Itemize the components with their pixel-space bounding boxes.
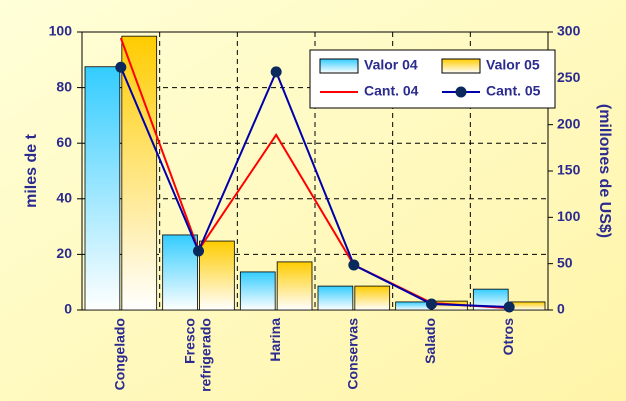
legend-label: Valor 05 [486,57,540,73]
legend-swatch [441,58,481,74]
y-tick-label: 100 [49,23,73,39]
y2-tick-label: 200 [557,115,581,131]
line-marker [348,259,360,271]
line-marker [270,66,282,78]
y2-tick-label: 100 [557,208,581,224]
x-tick-label: Conservas [345,318,361,390]
y-tick-label: 0 [64,301,72,317]
y-tick-label: 80 [56,78,72,94]
bar [395,301,431,311]
x-tick-label: Harina [267,318,283,362]
bar [199,240,235,311]
bar [162,234,198,311]
y2-tick-label: 150 [557,162,581,178]
y2-tick-label: 250 [557,69,581,85]
bar [121,35,158,311]
x-tick-label: Fresco refrigerado [181,318,213,396]
legend-swatch [319,58,359,74]
bar [84,66,121,311]
line-marker [503,301,515,313]
line-marker [426,298,437,310]
bar [317,285,354,311]
y2-tick-label: 50 [557,254,573,270]
bar [239,271,276,311]
y-tick-label: 40 [56,190,72,206]
y-tick-label: 60 [56,134,72,150]
x-tick-label: Otros [500,318,516,356]
legend-marker [455,86,467,98]
x-tick-label: Congelado [112,318,128,390]
bar [472,288,509,311]
x-tick-label: Salado [422,318,438,364]
line-marker [115,61,127,73]
y2-tick-label: 300 [557,23,581,39]
bar [509,301,546,311]
y2-tick-label: 0 [557,301,565,317]
bar [354,285,391,311]
line [119,66,510,309]
bar [276,261,313,311]
legend-label: Valor 04 [364,57,418,73]
legend-label: Cant. 04 [364,83,419,99]
legend-label: Cant. 05 [486,83,541,99]
y-axis-label: miles de t [23,133,40,207]
y2-axis-label: (millones de US$) [596,104,613,238]
line-marker [193,245,204,257]
y-tick-label: 20 [56,245,72,261]
